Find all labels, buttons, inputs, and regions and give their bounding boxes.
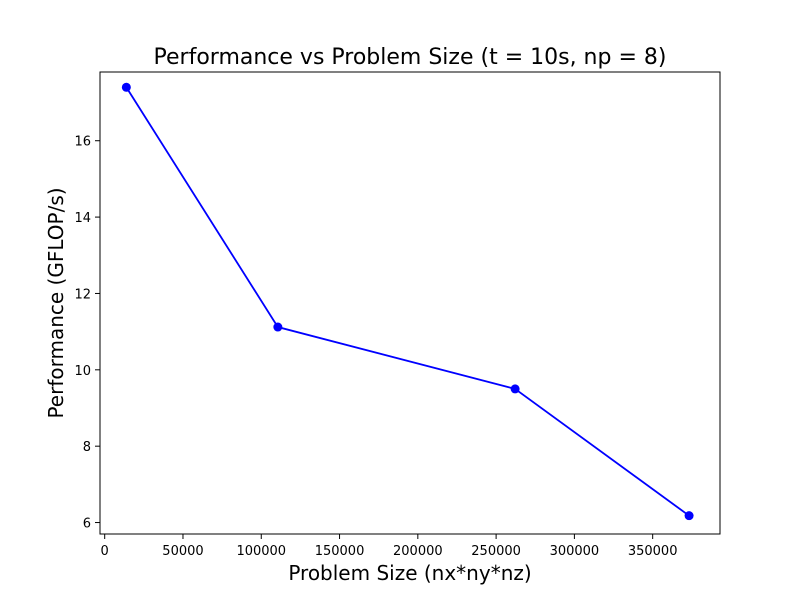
plot-area [99, 71, 721, 535]
chart-title: Performance vs Problem Size (t = 10s, np… [154, 45, 667, 70]
y-tick-label: 6 [83, 517, 91, 532]
data-point [684, 511, 694, 521]
series-layer [121, 82, 694, 521]
data-point [273, 322, 283, 332]
data-point [121, 82, 131, 92]
x-tick-label: 300000 [550, 544, 600, 559]
data-point [510, 384, 520, 394]
y-tick-label: 16 [74, 135, 91, 150]
x-tick-label: 0 [101, 544, 109, 559]
y-tick-label: 14 [74, 211, 91, 226]
y-tick-label: 12 [74, 287, 91, 302]
y-axis: 6 8 10 12 14 16 [74, 135, 100, 532]
x-tick-label: 200000 [393, 544, 443, 559]
y-axis-label: Performance (GFLOP/s) [44, 187, 68, 418]
x-tick-label: 100000 [236, 544, 286, 559]
x-tick-label: 150000 [315, 544, 365, 559]
x-axis-label: Problem Size (nx*ny*nz) [288, 561, 531, 585]
x-tick-label: 250000 [471, 544, 521, 559]
x-tick-label: 50000 [162, 544, 203, 559]
y-tick-label: 10 [74, 364, 91, 379]
x-axis: 0 50000 100000 150000 200000 250000 300000 3500… [101, 534, 678, 559]
y-tick-label: 8 [83, 440, 91, 455]
x-tick-label: 350000 [628, 544, 678, 559]
series-line [125, 86, 690, 517]
